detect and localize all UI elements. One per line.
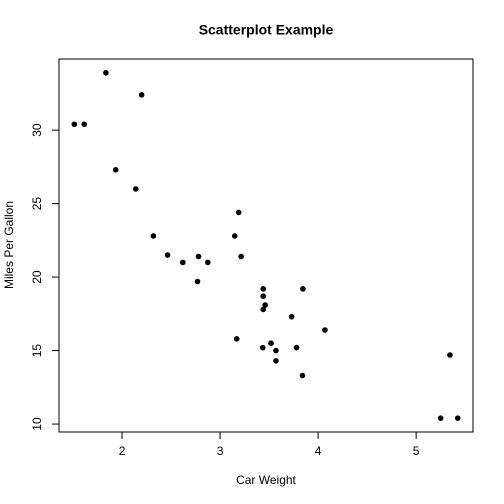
x-tick-label: 2 — [119, 444, 126, 458]
y-tick-label: 10 — [30, 417, 44, 431]
point — [259, 344, 266, 351]
point — [150, 233, 157, 239]
point — [233, 336, 240, 342]
point — [138, 92, 145, 98]
point — [164, 252, 171, 258]
point — [260, 286, 267, 292]
point — [205, 259, 211, 266]
point — [300, 286, 306, 292]
point — [112, 167, 119, 173]
point — [447, 352, 453, 358]
x-axis-label: Car Weight — [236, 473, 296, 487]
x-tick-label: 4 — [315, 444, 322, 458]
point — [322, 327, 328, 333]
y-axis-label: Miles Per Gallon — [2, 201, 16, 289]
point — [238, 253, 244, 260]
point — [194, 278, 201, 285]
y-tick-label: 30 — [30, 123, 44, 137]
plot-box — [58, 58, 474, 433]
point — [293, 344, 300, 351]
point — [268, 340, 274, 347]
x-tick-label: 3 — [217, 444, 224, 458]
point — [299, 372, 306, 379]
point — [81, 121, 88, 128]
point — [180, 259, 186, 266]
point — [262, 302, 268, 308]
chart-title: Scatterplot Example — [199, 22, 334, 38]
y-tick-label: 20 — [30, 270, 44, 284]
point — [235, 209, 242, 216]
point — [273, 358, 279, 364]
point — [288, 313, 295, 320]
point — [260, 306, 267, 313]
point — [132, 186, 139, 192]
point — [103, 70, 109, 76]
y-tick-label: 25 — [30, 197, 44, 211]
point — [71, 121, 78, 128]
point — [195, 253, 202, 260]
point — [454, 415, 461, 421]
point — [273, 347, 279, 354]
x-tick-label: 5 — [413, 444, 420, 458]
point — [260, 293, 267, 300]
point — [437, 415, 444, 421]
point — [231, 233, 238, 239]
y-tick-label: 15 — [30, 344, 44, 358]
